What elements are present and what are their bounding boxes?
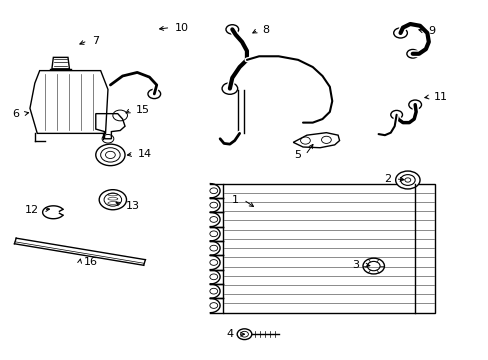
Circle shape [395,171,419,189]
Text: 7: 7 [92,36,99,46]
Text: 16: 16 [84,257,98,267]
Text: 5: 5 [293,150,301,160]
Text: 6: 6 [13,109,20,119]
Text: 10: 10 [174,23,188,33]
Text: 12: 12 [25,205,39,215]
Circle shape [362,258,384,274]
Text: 14: 14 [138,149,152,159]
Text: 8: 8 [262,25,269,35]
Text: 4: 4 [226,329,233,339]
Text: 15: 15 [136,105,149,115]
Text: 2: 2 [384,174,390,184]
Text: 9: 9 [427,26,434,36]
Text: 13: 13 [126,201,140,211]
Text: 11: 11 [433,92,447,102]
Text: 1: 1 [232,195,239,205]
Text: 3: 3 [352,260,359,270]
